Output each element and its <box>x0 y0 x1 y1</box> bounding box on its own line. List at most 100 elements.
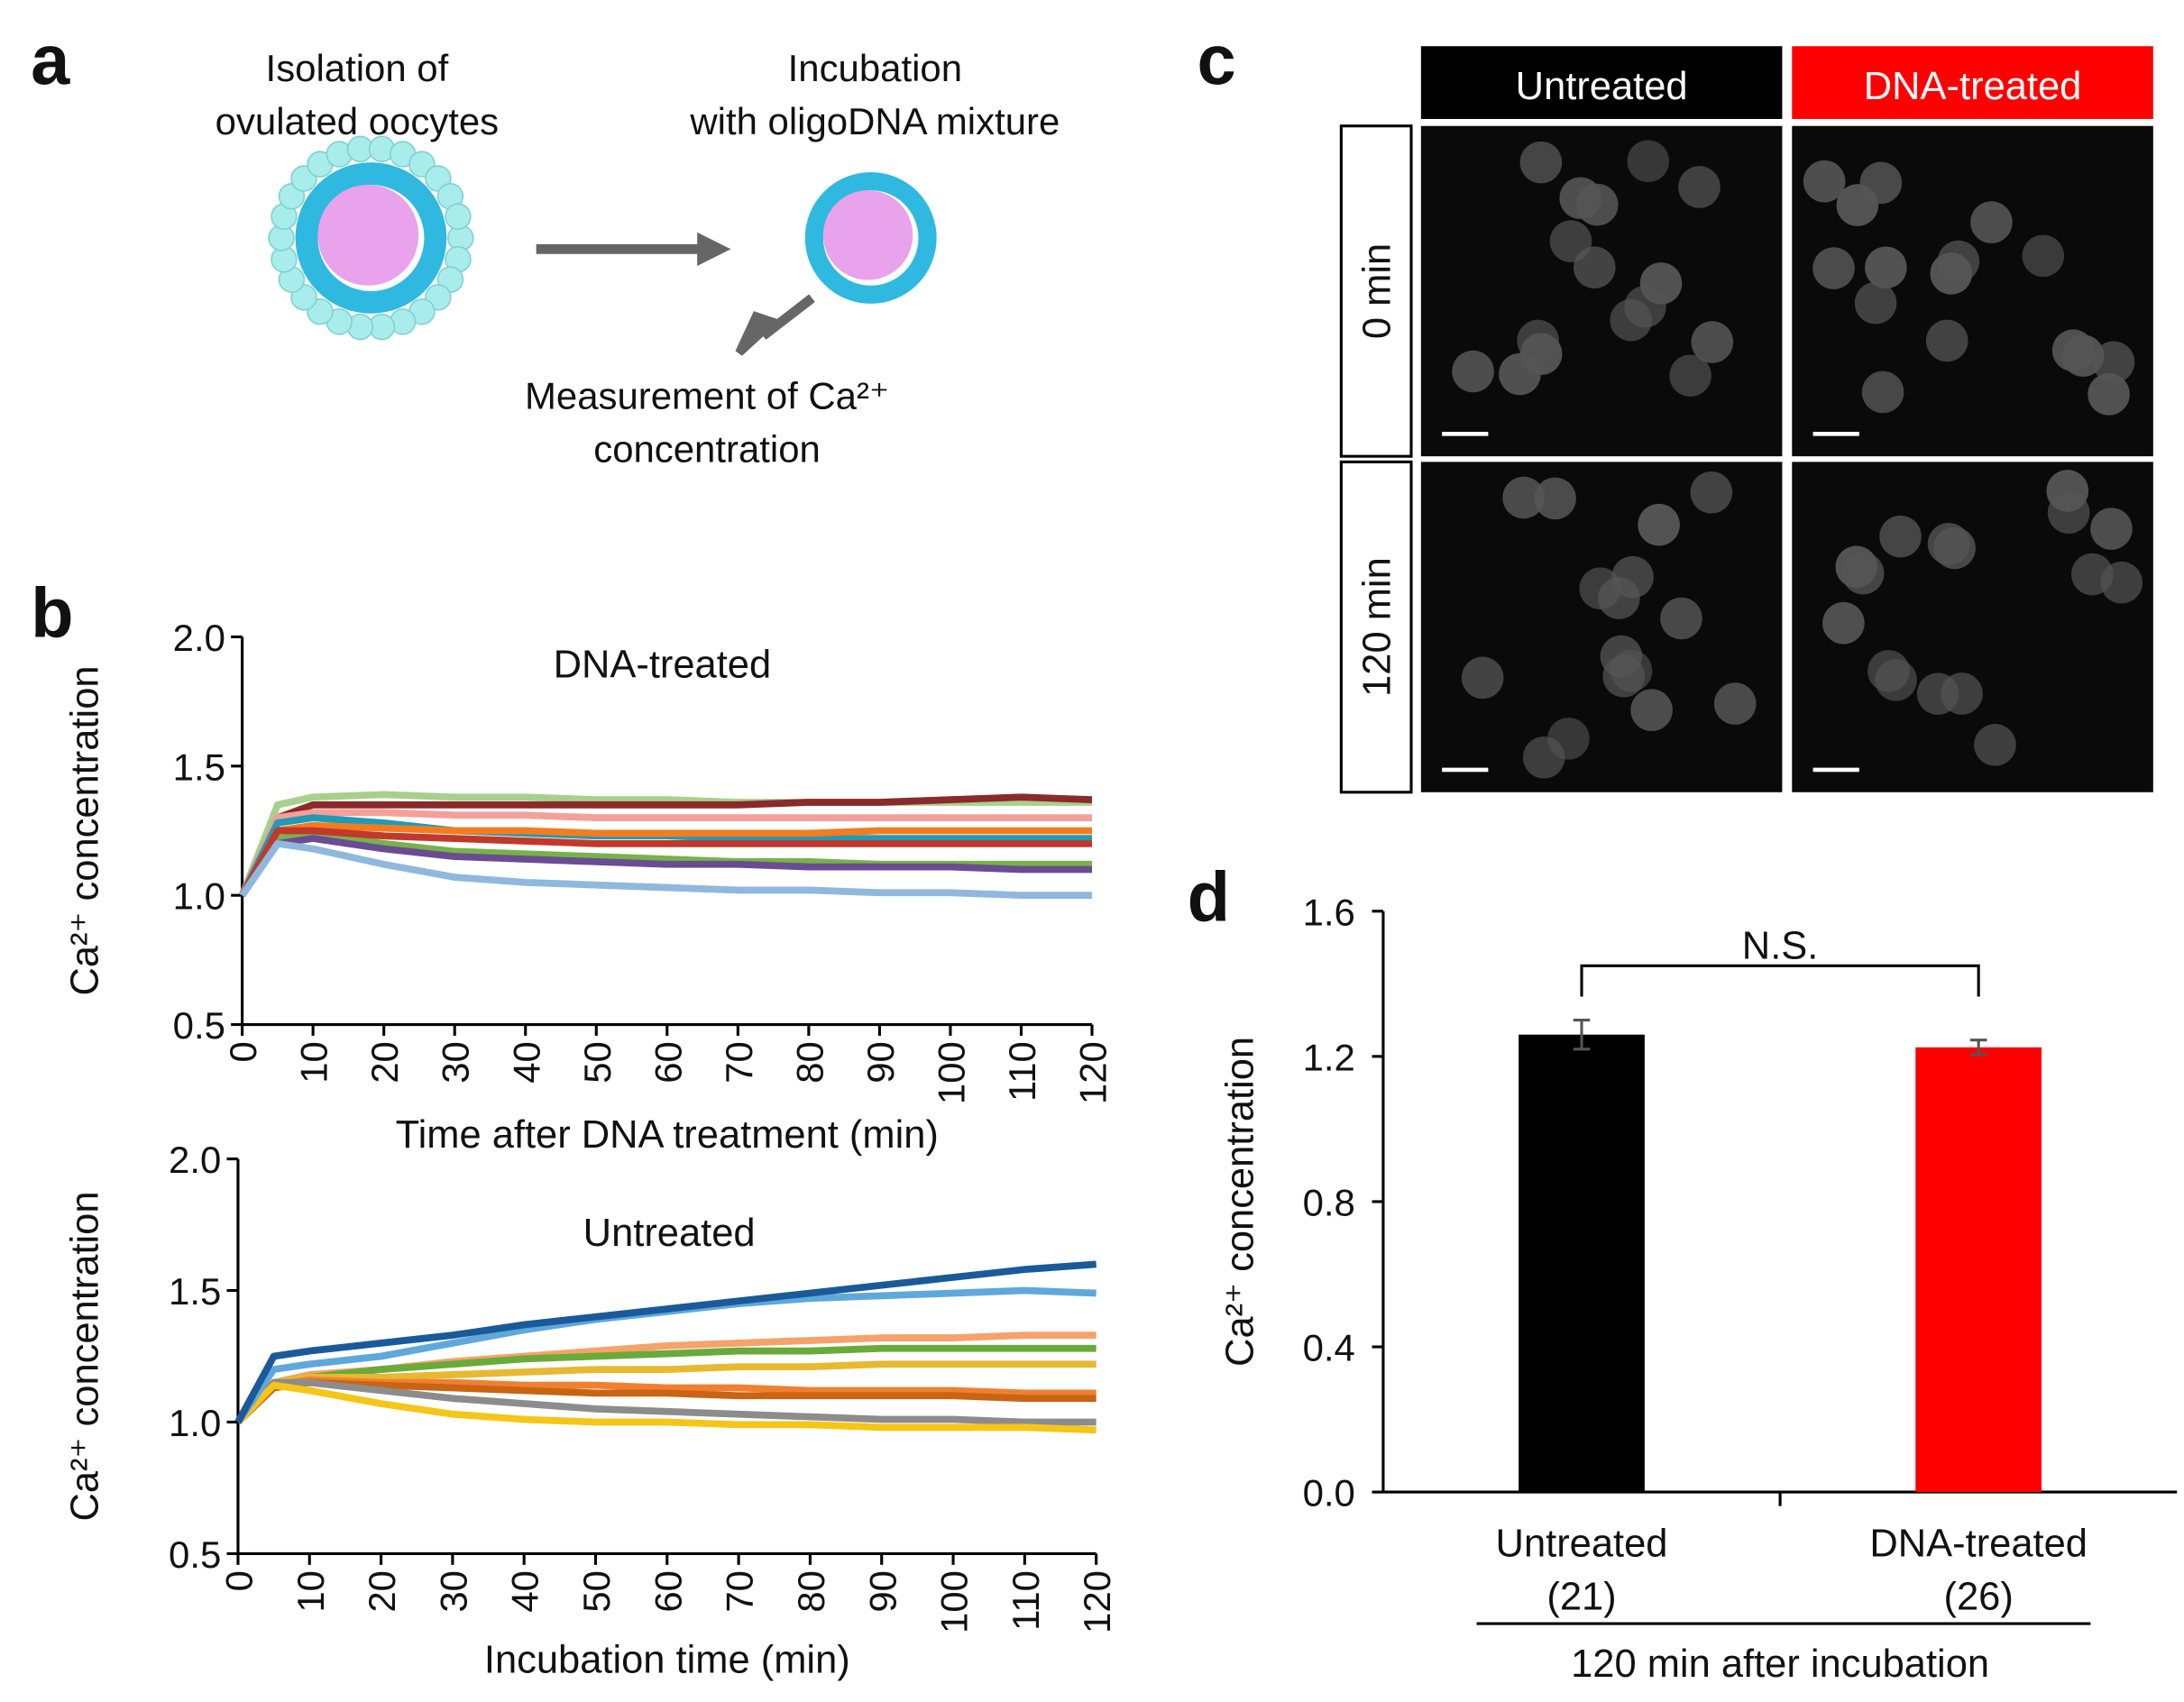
n-label: (21) <box>1546 1576 1616 1619</box>
column-label: DNA-treated <box>1864 65 2082 108</box>
oocyte <box>2090 508 2133 550</box>
oocyte <box>1812 247 1855 289</box>
x-tick-label: 60 <box>647 1570 689 1613</box>
x-tick-label: 20 <box>363 1041 406 1084</box>
oocyte <box>2100 561 2143 604</box>
oocyte <box>1879 515 1922 558</box>
oocyte <box>1930 252 1973 295</box>
oocyte <box>1519 141 1563 184</box>
trace <box>239 821 1092 898</box>
y-tick-label: 0.4 <box>1303 1327 1355 1369</box>
diagram-label: concentration <box>593 427 821 470</box>
x-tick-label: 70 <box>719 1570 761 1613</box>
x-tick-label: 40 <box>505 1041 547 1084</box>
x-tick-label: 110 <box>1005 1570 1047 1631</box>
x-tick-label: 0 <box>217 1570 260 1591</box>
x-tick-label: 70 <box>718 1041 760 1084</box>
oocyte <box>1974 724 2016 766</box>
x-tick-label: 50 <box>576 1041 619 1084</box>
oocyte <box>2061 334 2105 377</box>
oocyte <box>1970 201 2013 243</box>
x-tick-label: 80 <box>790 1570 832 1613</box>
cumulus-cell <box>445 203 472 230</box>
column-header <box>1792 46 2153 119</box>
oocyte <box>1690 471 1733 514</box>
oocyte <box>1835 545 1878 589</box>
oocyte <box>1669 354 1711 397</box>
oocyte <box>2047 491 2090 534</box>
y-tick-label: 1.6 <box>1303 891 1355 933</box>
oocyte <box>1678 166 1721 208</box>
y-tick-label: 0.5 <box>169 1533 221 1576</box>
x-tick-label: 0 <box>222 1041 264 1062</box>
panel-letter: a <box>31 22 70 99</box>
row-label: 0 min <box>1356 243 1399 339</box>
oocyte <box>1822 601 1865 645</box>
group-label: 120 min after incubation <box>1571 1643 1989 1686</box>
oocyte <box>1611 555 1654 599</box>
oocyte <box>1859 161 1903 205</box>
trace <box>235 1381 1097 1434</box>
bar <box>1915 1047 2042 1493</box>
x-tick-label: 100 <box>933 1570 976 1633</box>
oocyte <box>1691 321 1734 363</box>
oocyte <box>1627 140 1670 183</box>
x-tick-label: 40 <box>504 1570 546 1613</box>
oocyte <box>1452 350 1494 393</box>
oocyte <box>1803 160 1846 203</box>
oocyte <box>1916 673 1959 715</box>
y-axis-label: Ca²⁺ concentration <box>64 665 107 995</box>
oocyte <box>1638 503 1680 546</box>
oocyte <box>1933 526 1976 570</box>
bar <box>1519 1034 1645 1493</box>
trace <box>239 793 1093 897</box>
diagram-label: ovulated oocytes <box>216 100 500 142</box>
x-tick-label: 50 <box>575 1570 618 1613</box>
x-tick-label: 20 <box>361 1570 403 1613</box>
oocyte-diagram <box>268 135 937 356</box>
n-label: (26) <box>1944 1576 2014 1619</box>
oocyte <box>1861 371 1904 414</box>
oocyte <box>1579 567 1621 609</box>
x-tick-label: 80 <box>788 1041 830 1084</box>
oocyte <box>1854 281 1897 325</box>
y-tick-label: 0.5 <box>173 1004 225 1047</box>
oocyte <box>1630 689 1673 731</box>
panel-letter: d <box>1188 859 1230 937</box>
row-box <box>1339 124 1413 458</box>
oocyte <box>1517 319 1559 362</box>
x-tick-label: DNA-treated <box>1869 1523 2088 1566</box>
oocyte <box>1865 246 1907 289</box>
panel-letter: c <box>1197 22 1235 99</box>
y-tick-label: 1.2 <box>1303 1036 1355 1078</box>
x-tick-label: Untreated <box>1496 1523 1668 1566</box>
panel-letter: b <box>31 574 73 652</box>
y-tick-label: 1.0 <box>169 1402 221 1444</box>
row-label: 120 min <box>1356 557 1399 697</box>
diagram-label: Isolation of <box>266 47 449 89</box>
micrograph <box>1420 125 1783 457</box>
oocyte <box>1522 736 1565 779</box>
error-bar <box>1573 1019 1591 1051</box>
oocyte <box>1867 650 1910 692</box>
y-tick-label: 1.5 <box>173 746 225 788</box>
oocyte <box>1925 319 1968 362</box>
micrograph <box>1420 462 1783 792</box>
trace <box>234 1260 1097 1424</box>
oocyte <box>1713 682 1757 725</box>
trace <box>239 809 1092 897</box>
chart-title: Untreated <box>583 1212 756 1255</box>
x-tick-label: 90 <box>861 1570 904 1613</box>
x-tick-label: 120 <box>1072 1041 1115 1104</box>
oocyte <box>1624 285 1666 328</box>
trace <box>239 835 1092 898</box>
y-axis-label: Ca²⁺ concentration <box>64 1191 107 1521</box>
oocyte <box>2088 373 2130 416</box>
x-tick-label: 110 <box>1001 1041 1043 1102</box>
oocyte <box>1573 246 1616 288</box>
x-tick-label: 90 <box>859 1041 902 1084</box>
y-tick-label: 1.0 <box>173 875 225 918</box>
oocyte <box>2022 234 2065 278</box>
oocyte <box>1559 177 1602 220</box>
